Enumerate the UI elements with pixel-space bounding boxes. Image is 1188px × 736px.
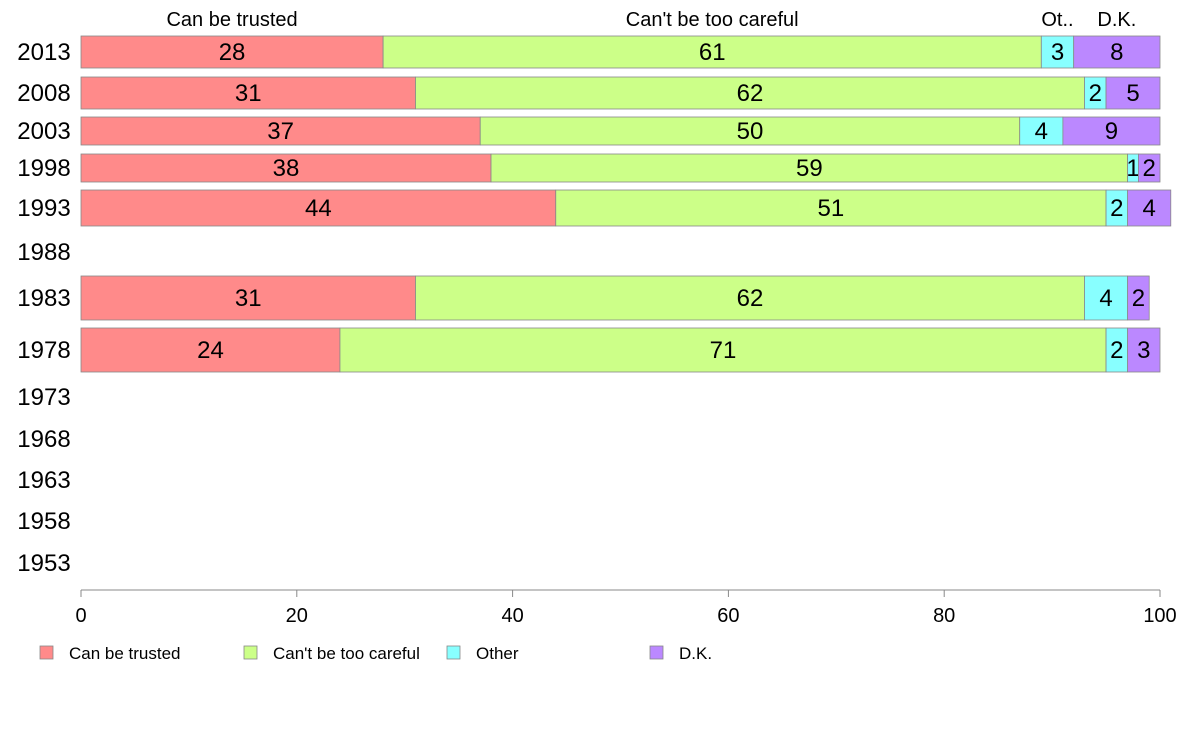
y-tick-label: 2008 <box>17 80 70 107</box>
data-label: 28 <box>219 39 246 66</box>
data-label: 51 <box>818 195 845 222</box>
bar-segment <box>1040 35 1075 69</box>
y-tick-label: 1963 <box>17 467 70 494</box>
legend-label: Other <box>476 644 519 663</box>
bar-segment <box>80 153 492 183</box>
bar-segment <box>1105 76 1161 110</box>
data-label: 24 <box>197 337 224 364</box>
bar-segment <box>339 327 1107 373</box>
data-label: 1 <box>1126 155 1139 182</box>
bar-segment <box>80 327 341 373</box>
bar-segment <box>382 35 1042 69</box>
bar-segment <box>415 275 1085 321</box>
legend-swatch <box>649 645 664 660</box>
bar-segment <box>479 116 1021 146</box>
data-label: 62 <box>737 285 764 312</box>
x-tick-label: 20 <box>286 605 308 627</box>
data-label: 2 <box>1132 285 1145 312</box>
bar-segment <box>80 116 481 146</box>
legend-label: Can't be too careful <box>273 644 420 663</box>
x-tick-label: 0 <box>75 605 86 627</box>
bar-segment <box>1084 275 1129 321</box>
y-tick-label: 1978 <box>17 337 70 364</box>
y-tick-label: 2003 <box>17 118 70 145</box>
data-label: 5 <box>1126 80 1139 107</box>
bar-segment <box>1127 275 1150 321</box>
data-label: 59 <box>796 155 823 182</box>
y-tick-label: 1958 <box>17 508 70 535</box>
bars: 28 61 3 831 62 2 537 50 4 938 59 1 244 51 2 431 62 4 224 71… <box>80 35 1172 373</box>
bar-segment <box>1019 116 1064 146</box>
y-axis-labels: 2013 2008 2003 1998 1993 1988 1983 1978 1973 1968… <box>17 39 70 577</box>
column-header: Ot.. <box>1041 9 1073 31</box>
bar-segment <box>1073 35 1161 69</box>
data-label: 3 <box>1137 337 1150 364</box>
data-label: 71 <box>710 337 737 364</box>
x-tick-label: 100 <box>1143 605 1176 627</box>
column-header: Can't be too careful <box>626 9 799 31</box>
x-tick-label: 80 <box>933 605 955 627</box>
y-tick-label: 1968 <box>17 426 70 453</box>
data-label: 2 <box>1143 155 1156 182</box>
y-tick-label: 1993 <box>17 195 70 222</box>
data-label: 4 <box>1099 285 1112 312</box>
y-tick-label: 1953 <box>17 550 70 577</box>
data-label: 9 <box>1105 118 1118 145</box>
bar-segment <box>1127 327 1161 373</box>
column-headers: Can be trusted Can't be too careful Ot.. D.… <box>166 9 1136 31</box>
x-tick-label: 40 <box>501 605 523 627</box>
y-tick-label: 1973 <box>17 384 70 411</box>
legend-label: Can be trusted <box>69 644 181 663</box>
x-axis: 0 20 40 60 80 100 <box>75 589 1177 627</box>
column-header: Can be trusted <box>166 9 297 31</box>
data-label: 8 <box>1110 39 1123 66</box>
bar-segment <box>415 76 1085 110</box>
column-header: D.K. <box>1097 9 1136 31</box>
y-tick-label: 2013 <box>17 39 70 66</box>
data-label: 3 <box>1051 39 1064 66</box>
legend-swatch <box>446 645 461 660</box>
data-label: 4 <box>1035 118 1048 145</box>
legend-label: D.K. <box>679 644 712 663</box>
y-tick-label: 1998 <box>17 155 70 182</box>
bar-segment <box>555 189 1107 227</box>
bar-segment <box>80 189 557 227</box>
y-tick-label: 1983 <box>17 285 70 312</box>
data-label: 2 <box>1089 80 1102 107</box>
data-label: 37 <box>267 118 294 145</box>
bar-segment <box>1138 153 1161 183</box>
bar-segment <box>80 35 384 69</box>
data-label: 38 <box>273 155 300 182</box>
x-tick-label: 60 <box>717 605 739 627</box>
bar-segment <box>1127 189 1172 227</box>
y-tick-label: 1988 <box>17 239 70 266</box>
data-label: 31 <box>235 285 262 312</box>
legend: Can be trusted Can't be too careful Other D… <box>39 644 712 663</box>
legend-swatch <box>243 645 258 660</box>
data-label: 61 <box>699 39 726 66</box>
data-label: 4 <box>1143 195 1156 222</box>
data-label: 2 <box>1110 337 1123 364</box>
bar-segment <box>80 76 416 110</box>
data-label: 2 <box>1110 195 1123 222</box>
data-label: 50 <box>737 118 764 145</box>
data-label: 44 <box>305 195 332 222</box>
data-label: 31 <box>235 80 262 107</box>
bar-segment <box>490 153 1129 183</box>
data-label: 62 <box>737 80 764 107</box>
bar-segment <box>1062 116 1161 146</box>
legend-swatch <box>39 645 54 660</box>
